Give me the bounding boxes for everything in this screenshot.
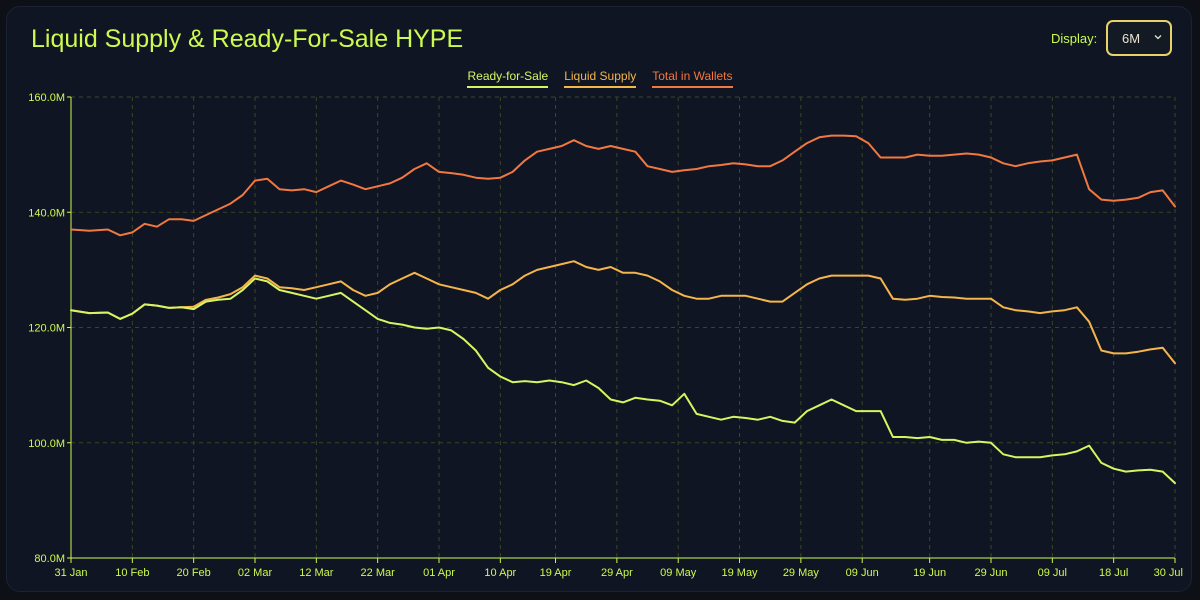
grid-lines bbox=[71, 96, 1176, 558]
chart-title: Liquid Supply & Ready-For-Sale HYPE bbox=[31, 25, 464, 53]
display-range-dropdown[interactable]: 6M bbox=[1106, 20, 1172, 56]
x-tick-label: 29 May bbox=[783, 567, 820, 579]
y-tick-label: 80.0M bbox=[34, 553, 65, 565]
series-line-ready-for-sale[interactable] bbox=[70, 277, 1176, 485]
x-tick-label: 09 Jul bbox=[1038, 567, 1067, 579]
x-tick-label: 22 Mar bbox=[361, 567, 396, 579]
x-tick-label: 31 Jan bbox=[54, 567, 87, 579]
legend-item-liquid-supply[interactable]: Liquid Supply bbox=[564, 69, 637, 88]
y-tick-label: 160.0M bbox=[28, 92, 65, 104]
axes: 80.0M 100.0M 120.0M 140.0M 160.0M 31 Jan 10 Fe… bbox=[28, 92, 1183, 579]
x-tick-label: 12 Mar bbox=[299, 567, 334, 579]
x-tick-label: 29 Jun bbox=[974, 567, 1007, 579]
x-tick-label: 10 Feb bbox=[115, 567, 149, 579]
display-range-value: 6M bbox=[1122, 31, 1141, 46]
x-tick-label: 09 Jun bbox=[846, 567, 879, 579]
legend-item-ready-for-sale[interactable]: Ready-for-Sale bbox=[467, 69, 549, 88]
series-line-liquid-supply[interactable] bbox=[70, 260, 1176, 365]
series-line-total-in-wallets[interactable] bbox=[70, 134, 1176, 237]
x-tick-label: 19 May bbox=[721, 567, 758, 579]
x-tick-label: 20 Feb bbox=[177, 567, 211, 579]
display-label: Display: bbox=[1051, 31, 1098, 46]
x-tick-label: 18 Jul bbox=[1099, 567, 1128, 579]
y-tick-label: 140.0M bbox=[28, 207, 65, 219]
x-tick-label: 02 Mar bbox=[238, 567, 273, 579]
legend-item-total-in-wallets[interactable]: Total in Wallets bbox=[652, 69, 733, 88]
x-tick-label: 30 Jul bbox=[1154, 567, 1183, 579]
series-lines bbox=[70, 134, 1176, 485]
chevron-down-icon bbox=[1154, 35, 1162, 40]
x-tick-label: 19 Apr bbox=[540, 567, 572, 579]
x-tick-label: 01 Apr bbox=[423, 567, 455, 579]
y-tick-label: 100.0M bbox=[28, 438, 65, 450]
y-tick-label: 120.0M bbox=[28, 323, 65, 335]
x-tick-label: 29 Apr bbox=[601, 567, 633, 579]
chart-legend: Ready-for-Sale Liquid Supply Total in Wa… bbox=[7, 69, 1193, 88]
x-tick-label: 19 Jun bbox=[913, 567, 946, 579]
x-tick-label: 10 Apr bbox=[484, 567, 516, 579]
chart-panel: Liquid Supply & Ready-For-Sale HYPE Disp… bbox=[6, 6, 1192, 592]
x-tick-label: 09 May bbox=[660, 567, 697, 579]
